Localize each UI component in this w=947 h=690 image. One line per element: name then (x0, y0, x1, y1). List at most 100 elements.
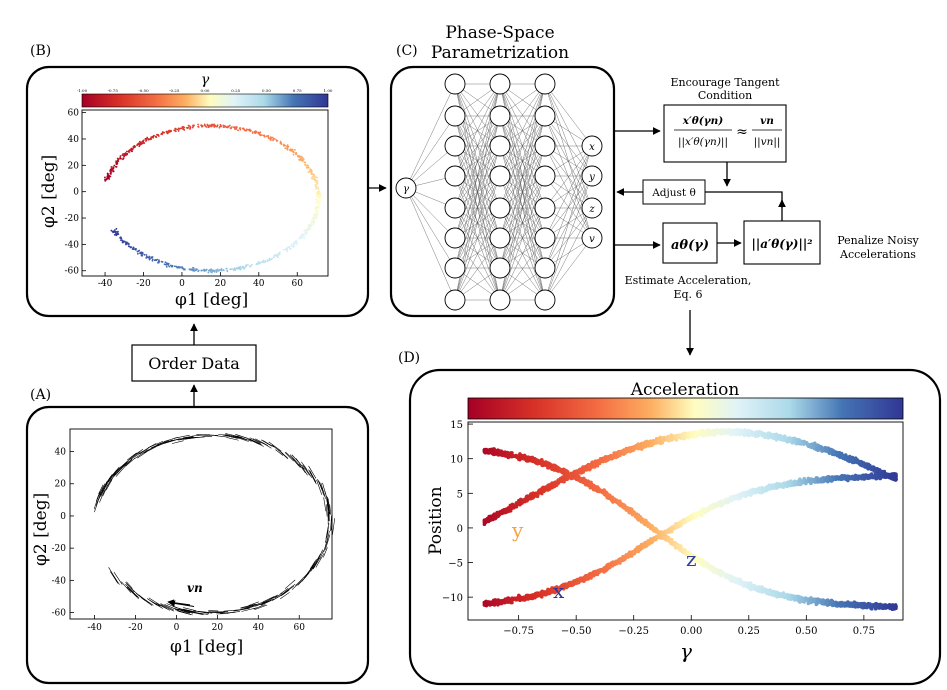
x-tick-label: 20 (212, 623, 224, 633)
network-edge (499, 83, 546, 147)
scatter-point (144, 137, 147, 140)
scatter-point (317, 188, 320, 191)
velocity-arrow (280, 452, 289, 460)
scatter-point (282, 143, 285, 146)
scatter-point (122, 240, 125, 243)
network-node (489, 289, 511, 311)
panel-a-quiver (93, 433, 336, 616)
scatter-point (145, 140, 147, 142)
velocity-arrow (285, 452, 295, 461)
panel-b-colorbar (81, 93, 329, 108)
x-tick-label: −0.25 (618, 626, 649, 637)
scatter-point (242, 267, 245, 269)
network-edge (544, 145, 593, 239)
velocity-arrow (255, 438, 268, 446)
y-tick-label: 60 (68, 109, 80, 119)
scatter-point (310, 177, 313, 180)
network-node (444, 165, 466, 187)
scatter-point (256, 262, 259, 265)
velocity-arrow (193, 610, 210, 614)
scatter-point (155, 259, 158, 262)
scatter-point (192, 269, 194, 272)
network-edge (544, 175, 593, 269)
scatter-point (164, 261, 167, 264)
colorbar-tick-label: -0.25 (169, 88, 180, 93)
scatter-point (309, 170, 312, 172)
scatter-point (300, 156, 302, 158)
scatter-point-z (785, 484, 790, 489)
scatter-point (312, 218, 315, 221)
velocity-arrow (220, 612, 236, 614)
velocity-arrow (323, 547, 328, 558)
velocity-arrow (315, 553, 325, 568)
velocity-arrow (325, 534, 331, 550)
network-edge (454, 83, 501, 177)
velocity-arrow (104, 479, 112, 491)
velocity-arrow (268, 441, 282, 452)
scatter-point (249, 265, 252, 268)
x-tick-label: 40 (253, 623, 265, 633)
estimate-line1: Estimate Acceleration, (625, 274, 752, 287)
scatter-point (257, 260, 260, 263)
scatter-point (108, 175, 111, 178)
velocity-arrow (295, 458, 305, 470)
scatter-point (136, 250, 139, 253)
scatter-point (115, 227, 118, 230)
scatter-point (307, 228, 310, 230)
velocity-arrow (160, 603, 174, 611)
scatter-point (286, 250, 289, 253)
scatter-point (177, 127, 180, 130)
velocity-arrow (95, 491, 101, 502)
scatter-point (286, 148, 289, 151)
network-node (489, 73, 511, 95)
scatter-point (261, 134, 263, 136)
network-node (534, 227, 556, 249)
scatter-point (257, 132, 260, 135)
scatter-point (317, 195, 319, 198)
velocity-arrow (124, 459, 133, 467)
accel-label: aθ(γ) (671, 238, 709, 253)
velocity-arrow (164, 604, 179, 611)
velocity-arrow (130, 449, 144, 458)
velocity-arrow (280, 587, 289, 595)
scatter-point (105, 178, 108, 181)
velocity-arrow (240, 604, 255, 609)
scatter-point (297, 154, 299, 157)
scatter-point (313, 176, 316, 178)
panel-d-letter: (D) (398, 350, 420, 366)
scatter-point (245, 128, 248, 131)
network-output-label: x (589, 142, 595, 153)
network-edge (499, 83, 546, 177)
velocity-arrow (233, 608, 250, 612)
velocity-arrow (163, 439, 175, 444)
network-node (534, 135, 556, 157)
scatter-point (312, 222, 315, 224)
network-edge (405, 187, 456, 301)
velocity-arrow (121, 581, 132, 593)
y-tick-label: -40 (65, 240, 80, 250)
network-edge (405, 187, 456, 269)
scatter-point (205, 125, 208, 128)
scatter-point (314, 218, 317, 220)
scatter-point (318, 190, 320, 193)
velocity-arrow (280, 592, 290, 600)
scatter-point (125, 243, 127, 246)
scatter-point (315, 216, 318, 219)
estimate-line2: Eq. 6 (673, 288, 702, 301)
scatter-point (264, 260, 267, 262)
y-tick-label: 0 (457, 524, 463, 535)
network-node (489, 197, 511, 219)
scatter-point (247, 128, 250, 131)
scatter-point (228, 124, 231, 127)
velocity-arrow (226, 437, 239, 441)
velocity-arrow (325, 504, 328, 517)
scatter-point (219, 123, 222, 126)
network-edge (405, 145, 456, 189)
panel-a-ylabel: φ2 [deg] (31, 493, 51, 566)
network-output-label: z (588, 204, 595, 215)
scatter-point (318, 201, 321, 204)
scatter-point (125, 150, 128, 153)
scatter-point (216, 125, 219, 128)
scatter-point (167, 262, 170, 265)
x-tick-label: -20 (136, 279, 151, 289)
